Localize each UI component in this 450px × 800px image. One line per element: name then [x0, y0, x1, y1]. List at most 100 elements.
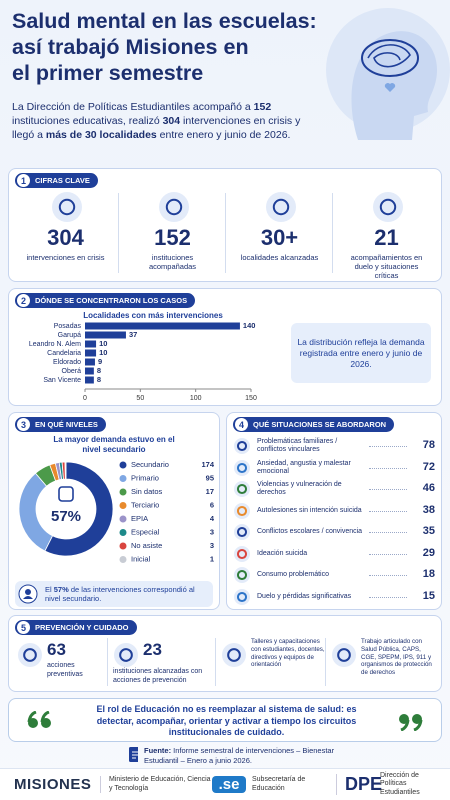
legend-swatch [119, 461, 127, 469]
icon [52, 192, 82, 222]
icon-glyph [236, 526, 248, 538]
text: El [45, 584, 54, 594]
quote-box: El rol de Educación no es reemplazar al … [8, 698, 442, 742]
prevention-label: acciones preventivas [47, 662, 83, 678]
icon-glyph [165, 198, 183, 216]
source-label: Fuente: [143, 746, 172, 755]
situation-value: 15 [422, 589, 435, 602]
leader-line [369, 532, 407, 533]
icon-circle [234, 567, 250, 583]
bar-chart: Localidades con más intervenciones 0 50 100… [29, 311, 257, 402]
prevention-label: instituciones alcanzadas con acciones de… [113, 668, 203, 684]
se-name: Subsecretaría de Educación [252, 776, 306, 792]
x-tick-label: 0 [83, 395, 87, 402]
value-label: 95 [206, 473, 214, 482]
divider [118, 193, 119, 273]
situation-label: Conflictos escolares / convivencia [257, 528, 363, 535]
section-locations: 2 DÓNDE SE CONCENTRARON LOS CASOS Localid… [8, 288, 442, 406]
icon [234, 459, 250, 476]
icon-circle [373, 192, 403, 222]
quote-mark [27, 711, 51, 728]
icon-circle [234, 545, 250, 562]
bar [85, 331, 126, 339]
prevention-label: Talleres y capacitaciones con estudiante… [251, 638, 325, 669]
situation-value: 72 [422, 460, 435, 473]
bar [85, 358, 95, 366]
icon-circle [234, 588, 250, 605]
bar [85, 322, 240, 330]
icon [234, 588, 250, 605]
icon-glyph [236, 440, 248, 452]
icon-circle [52, 192, 82, 222]
emphasis: 152 [253, 101, 272, 113]
icon-circle [114, 643, 138, 667]
divider [225, 193, 226, 273]
icon-circle [234, 502, 250, 519]
icon-glyph [236, 548, 248, 559]
legend-label: EPIA [131, 514, 148, 523]
icon-circle [18, 643, 42, 667]
icon-circle [266, 192, 296, 222]
category-label: Leandro N. Alem [29, 341, 81, 348]
icon [373, 192, 403, 222]
brand: MISIONES [14, 776, 92, 793]
icon-circle [234, 481, 250, 497]
intro: La Dirección de Políticas Estudiantiles … [12, 100, 317, 142]
bar [85, 340, 97, 348]
icon-glyph [379, 198, 397, 216]
title-line: así trabajó Misiones en [12, 35, 249, 59]
section-title: PREVENCIÓN Y CUIDADO [35, 623, 129, 632]
section-number: 2 [17, 294, 30, 307]
leader-line [369, 553, 407, 555]
section-header: 4 QUÉ SITUACIONES SE ABORDARON [233, 417, 395, 432]
bar [85, 376, 94, 384]
situation-value: 46 [422, 482, 435, 494]
legend-label: Especial [131, 527, 160, 536]
value-label: 17 [206, 487, 214, 496]
levels-note: El 57% de las intervenciones correspondi… [41, 585, 206, 604]
legend-swatch [119, 542, 127, 550]
situation-value: 38 [422, 503, 435, 516]
value-label: 37 [129, 330, 137, 339]
situation-label: Duelo y pérdidas significativas [257, 592, 352, 600]
value-label: 8 [97, 375, 101, 384]
figure-value: 304 [47, 225, 84, 250]
section-number: 4 [235, 418, 248, 431]
figure-value: 21 [374, 225, 399, 250]
section-key-figures: 1 CIFRAS CLAVE 304 intervenciones en crisi… [8, 168, 442, 282]
value-label: 6 [210, 500, 214, 509]
footer: MISIONES Ministerio de Educación, Cienci… [0, 768, 450, 800]
section-number: 3 [17, 418, 30, 431]
head-illustration [326, 8, 450, 140]
icon [234, 481, 250, 497]
situation-value: 29 [422, 546, 435, 559]
title-line: Salud mental en las escuelas: [12, 9, 317, 33]
section-title: QUÉ SITUACIONES SE ABORDARON [253, 420, 387, 429]
icon [18, 584, 38, 604]
value-label: 4 [210, 514, 215, 523]
situation-value: 35 [422, 525, 435, 537]
legend-label: No asiste [131, 541, 162, 550]
value-label: 8 [97, 366, 101, 375]
icon [234, 524, 250, 540]
value-label: 9 [98, 357, 102, 366]
text: de las intervenciones correspondió al ni… [45, 584, 195, 604]
icon [234, 545, 250, 562]
emphasis: más de 30 localidades [45, 129, 157, 141]
divider [332, 193, 333, 273]
category-label: Candelaria [47, 350, 81, 357]
situation-label: Ideación suicida [257, 549, 308, 557]
figure-value: 152 [154, 225, 191, 250]
icon [18, 643, 42, 667]
donut-chart: Secundario 174 Primario 95 Sin datos 17 Tercia… [18, 460, 215, 563]
figure-value: 30+ [260, 225, 299, 250]
situation-label: Consumo problemático [257, 571, 329, 578]
legend-swatch [119, 556, 127, 563]
category-label: Eldorado [53, 359, 81, 366]
situation-label: Problemáticas familiares / conflictos vi… [257, 438, 338, 453]
icon-glyph [236, 505, 248, 516]
value-label: 10 [99, 348, 107, 357]
divider [325, 638, 326, 686]
icon [234, 567, 250, 583]
